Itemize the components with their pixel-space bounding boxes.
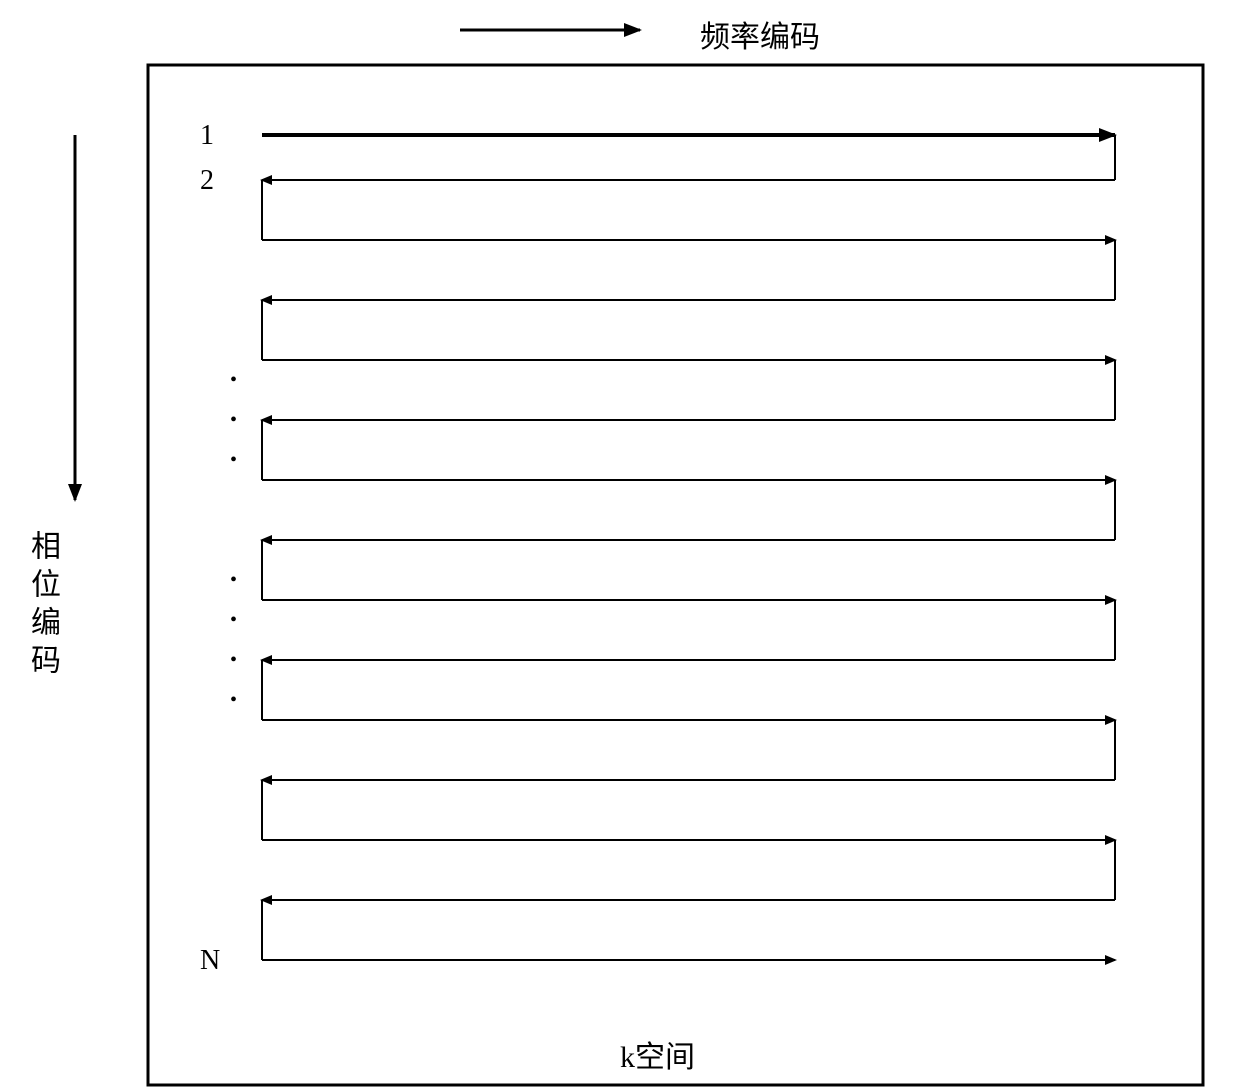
line-number-1: 1 <box>200 120 214 152</box>
kspace-label: k空间 <box>620 1032 695 1076</box>
kspace-svg <box>0 0 1240 1091</box>
frequency-encoding-label: 频率编码 <box>700 12 820 56</box>
diagram-container: 频率编码 相位编码 k空间 1 2 N ••• •••• <box>0 0 1240 1091</box>
ellipsis-upper: ••• <box>230 360 237 480</box>
line-number-n: N <box>200 945 220 977</box>
ellipsis-lower: •••• <box>230 560 237 720</box>
phase-encoding-label: 相位编码 <box>20 530 64 682</box>
line-number-2: 2 <box>200 165 214 197</box>
